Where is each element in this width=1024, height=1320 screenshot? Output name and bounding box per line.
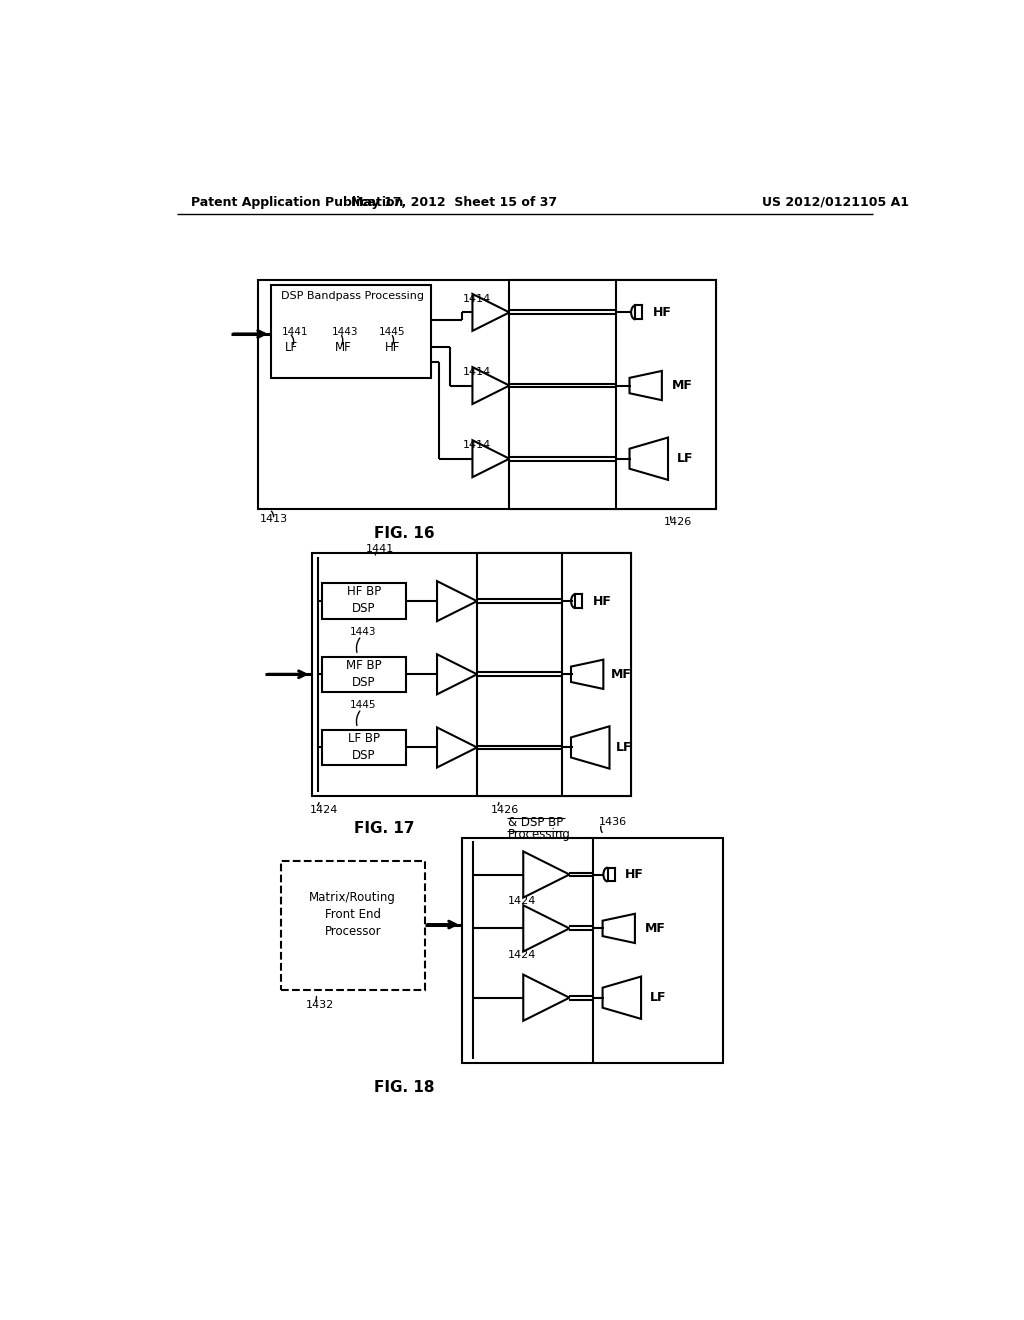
Polygon shape bbox=[523, 851, 569, 898]
Text: 1443: 1443 bbox=[332, 326, 358, 337]
Bar bbox=[270, 285, 431, 378]
Bar bbox=[477, 553, 631, 796]
Text: 1441: 1441 bbox=[282, 326, 308, 337]
Text: Front End: Front End bbox=[325, 908, 381, 921]
Text: MF: MF bbox=[645, 921, 666, 935]
Bar bbox=[281, 861, 425, 990]
Polygon shape bbox=[523, 974, 569, 1020]
Text: 1414: 1414 bbox=[463, 440, 492, 450]
Polygon shape bbox=[523, 906, 569, 952]
Text: LF BP: LF BP bbox=[348, 731, 380, 744]
Text: May 17, 2012  Sheet 15 of 37: May 17, 2012 Sheet 15 of 37 bbox=[351, 195, 557, 209]
Text: 1426: 1426 bbox=[665, 517, 692, 527]
Polygon shape bbox=[472, 441, 509, 478]
Text: LF: LF bbox=[677, 453, 694, 465]
Text: 1432: 1432 bbox=[306, 1001, 335, 1010]
Text: MF: MF bbox=[611, 668, 632, 681]
Bar bbox=[509, 280, 716, 508]
Bar bbox=[258, 280, 716, 508]
Polygon shape bbox=[437, 581, 477, 622]
Text: HF: HF bbox=[593, 594, 611, 607]
Polygon shape bbox=[437, 727, 477, 767]
Text: FIG. 18: FIG. 18 bbox=[374, 1080, 434, 1096]
Text: 1426: 1426 bbox=[490, 805, 519, 814]
Polygon shape bbox=[571, 660, 603, 689]
Text: 1424: 1424 bbox=[310, 805, 338, 814]
Text: HF: HF bbox=[652, 306, 672, 319]
Text: 1414: 1414 bbox=[463, 293, 492, 304]
Polygon shape bbox=[571, 726, 609, 768]
Text: Patent Application Publication: Patent Application Publication bbox=[190, 195, 403, 209]
Text: FIG. 17: FIG. 17 bbox=[354, 821, 415, 836]
Polygon shape bbox=[630, 437, 668, 480]
Text: 1414: 1414 bbox=[463, 367, 492, 376]
Polygon shape bbox=[472, 294, 509, 331]
Text: & DSP BP: & DSP BP bbox=[508, 816, 563, 829]
Text: MF: MF bbox=[335, 341, 351, 354]
Bar bbox=[322, 656, 407, 692]
Text: DSP: DSP bbox=[352, 676, 376, 689]
Text: HF: HF bbox=[385, 341, 400, 354]
Text: Processing: Processing bbox=[508, 828, 570, 841]
Text: 1424: 1424 bbox=[508, 950, 537, 961]
Bar bbox=[322, 730, 407, 766]
Bar bbox=[311, 553, 631, 796]
Text: 1445: 1445 bbox=[350, 700, 377, 710]
Text: US 2012/0121105 A1: US 2012/0121105 A1 bbox=[762, 195, 909, 209]
Text: 1443: 1443 bbox=[350, 627, 377, 638]
Text: 1441: 1441 bbox=[366, 544, 393, 554]
Text: MF: MF bbox=[672, 379, 693, 392]
Bar bbox=[322, 583, 407, 619]
Polygon shape bbox=[437, 655, 477, 694]
Text: DSP: DSP bbox=[352, 602, 376, 615]
Text: FIG. 16: FIG. 16 bbox=[374, 525, 434, 541]
Text: Matrix/Routing: Matrix/Routing bbox=[309, 891, 396, 904]
Text: HF BP: HF BP bbox=[347, 585, 381, 598]
Text: Processor: Processor bbox=[325, 925, 381, 939]
Text: 1424: 1424 bbox=[508, 896, 537, 907]
Polygon shape bbox=[472, 367, 509, 404]
Text: DSP Bandpass Processing: DSP Bandpass Processing bbox=[282, 292, 425, 301]
Text: 1436: 1436 bbox=[599, 817, 627, 828]
Text: 1413: 1413 bbox=[260, 513, 288, 524]
Text: MF BP: MF BP bbox=[346, 659, 382, 672]
Text: LF: LF bbox=[615, 741, 632, 754]
Text: HF: HF bbox=[625, 869, 644, 880]
Polygon shape bbox=[602, 977, 641, 1019]
Text: DSP: DSP bbox=[352, 748, 376, 762]
Bar bbox=[462, 838, 724, 1063]
Polygon shape bbox=[630, 371, 662, 400]
Text: 1445: 1445 bbox=[379, 326, 406, 337]
Text: LF: LF bbox=[650, 991, 667, 1005]
Polygon shape bbox=[602, 913, 635, 942]
Text: LF: LF bbox=[285, 341, 298, 354]
